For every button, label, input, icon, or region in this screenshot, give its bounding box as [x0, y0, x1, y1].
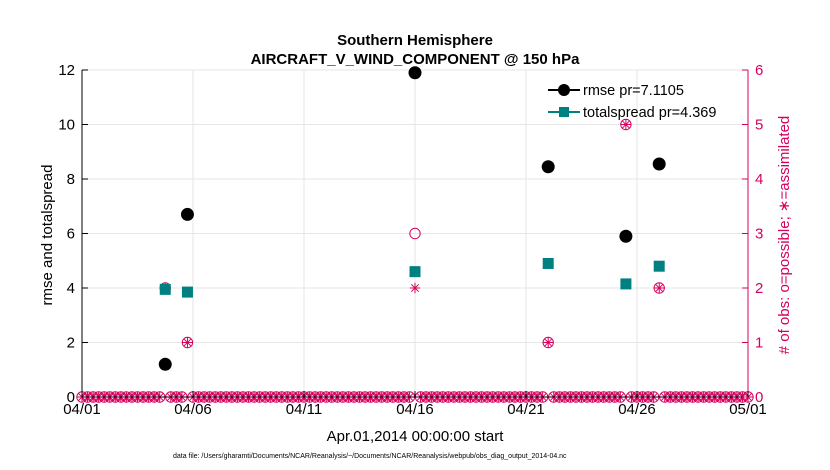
y-tick-label-left: 6: [67, 226, 75, 243]
totalspread-point: [653, 260, 665, 272]
y-tick-label-right: 6: [755, 62, 763, 79]
y-tick-label-right: 3: [755, 226, 763, 243]
y-tick-label-right: 2: [755, 280, 763, 297]
rmse-point: [408, 66, 422, 80]
rmse-point: [158, 357, 172, 371]
rmse-point: [180, 207, 194, 221]
legend-rmse-marker: [558, 84, 570, 96]
x-tick-label: 04/11: [286, 401, 322, 418]
y-tick-label-left: 12: [58, 62, 75, 79]
x-tick-label: 04/06: [174, 401, 212, 418]
y-tick-label-left: 0: [67, 389, 75, 406]
y-axis-label-right: # of obs: o=possible; ∗=assimilated: [776, 116, 793, 355]
totalspread-point: [409, 266, 421, 278]
x-tick-label: 04/01: [63, 401, 101, 418]
obs-assimilated-stroke: [655, 283, 664, 293]
obs-possible-marker: [409, 227, 421, 240]
y-tick-label-right: 0: [755, 389, 763, 406]
chart-subtitle: AIRCRAFT_V_WIND_COMPONENT @ 150 hPa: [251, 51, 581, 68]
x-tick-label: 04/21: [507, 401, 545, 418]
legend-totalspread-label: totalspread pr=4.369: [583, 105, 716, 121]
x-axis-label: Apr.01,2014 00:00:00 start: [327, 428, 505, 445]
chart-title: Southern Hemisphere: [337, 32, 493, 49]
y-tick-label-left: 8: [67, 171, 75, 188]
totalspread-point: [620, 278, 632, 290]
y-tick-label-right: 1: [755, 335, 763, 352]
obs-assimilated-marker: [409, 282, 421, 294]
totalspread-point: [542, 257, 554, 269]
data-markers: [158, 66, 666, 371]
y-tick-label-left: 4: [67, 280, 75, 297]
totalspread-point: [159, 283, 171, 295]
y-tick-label-right: 5: [755, 117, 763, 134]
obs-assimilated-stroke: [183, 338, 192, 347]
y-tick-label-right: 4: [755, 171, 763, 188]
y-axis-label-left: rmse and totalspread: [39, 165, 56, 306]
x-tick-label: 04/16: [396, 401, 434, 418]
obs-assimilated-marker: [620, 119, 632, 130]
rmse-point: [652, 157, 666, 171]
obs-assimilated-stroke: [544, 338, 553, 347]
obs-assimilated-marker: [654, 282, 665, 294]
y-tick-label-left: 10: [58, 117, 75, 134]
rmse-point: [619, 229, 633, 243]
obs-assimilated-stroke: [410, 283, 420, 293]
obs-assimilated-stroke: [621, 120, 630, 129]
data-file-footer: data file: /Users/gharamti/Documents/NCA…: [173, 453, 567, 460]
obs-assimilated-marker: [182, 337, 193, 348]
rmse-point: [541, 160, 555, 174]
legend-rmse-label: rmse pr=7.1105: [583, 83, 684, 99]
totalspread-point: [181, 286, 193, 298]
y-tick-label-left: 2: [67, 335, 75, 352]
obs-assimilated-marker: [543, 337, 554, 348]
x-tick-label: 05/01: [729, 401, 767, 418]
x-tick-label: 04/26: [618, 401, 656, 418]
axes: 04/01 04/06 04/11 04/16 04/21 04/26 05/0102468…: [58, 62, 766, 418]
legend: rmse pr=7.1105 totalspread pr=4.369: [548, 83, 716, 121]
legend-totalspread-marker: [559, 107, 569, 117]
